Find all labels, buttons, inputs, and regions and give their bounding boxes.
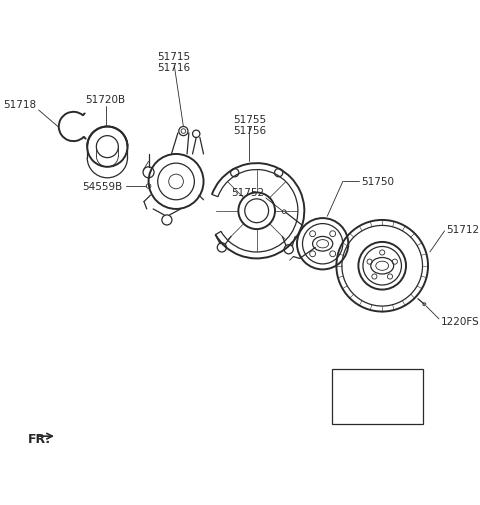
Text: 51720B: 51720B — [85, 95, 126, 105]
Text: 1220FS: 1220FS — [441, 316, 480, 326]
Text: 51750: 51750 — [361, 177, 394, 187]
Bar — [332, 370, 423, 424]
Text: 51718: 51718 — [3, 99, 36, 110]
Text: FR.: FR. — [28, 432, 51, 445]
Text: 51712: 51712 — [446, 225, 480, 235]
Text: 51755: 51755 — [233, 115, 266, 125]
Text: 51715: 51715 — [157, 52, 191, 62]
Text: 51752: 51752 — [231, 188, 264, 198]
Text: 1326GB: 1326GB — [357, 376, 398, 385]
Text: 51756: 51756 — [233, 126, 266, 136]
Text: 51716: 51716 — [157, 63, 191, 73]
Text: 54559B: 54559B — [83, 182, 123, 192]
